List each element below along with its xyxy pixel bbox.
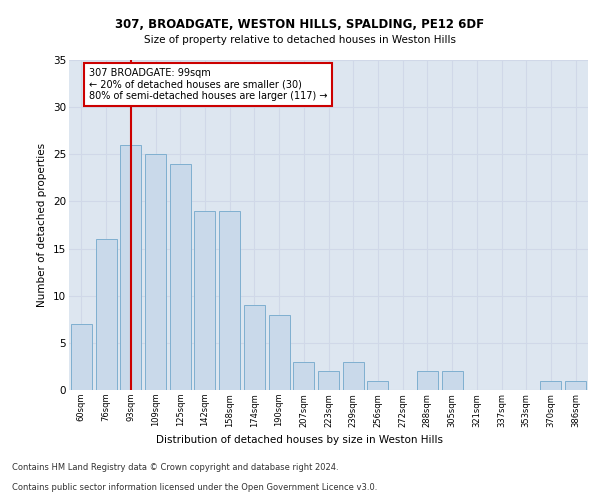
- Text: Distribution of detached houses by size in Weston Hills: Distribution of detached houses by size …: [157, 435, 443, 445]
- Text: Size of property relative to detached houses in Weston Hills: Size of property relative to detached ho…: [144, 35, 456, 45]
- Bar: [417, 371, 438, 390]
- Bar: [71, 324, 92, 390]
- Bar: [293, 362, 314, 390]
- Bar: [219, 211, 240, 390]
- Bar: [565, 380, 586, 390]
- Bar: [95, 239, 116, 390]
- Text: Contains public sector information licensed under the Open Government Licence v3: Contains public sector information licen…: [12, 484, 377, 492]
- Bar: [145, 154, 166, 390]
- Text: 307, BROADGATE, WESTON HILLS, SPALDING, PE12 6DF: 307, BROADGATE, WESTON HILLS, SPALDING, …: [115, 18, 485, 30]
- Bar: [442, 371, 463, 390]
- Bar: [120, 145, 141, 390]
- Bar: [194, 211, 215, 390]
- Y-axis label: Number of detached properties: Number of detached properties: [37, 143, 47, 307]
- Bar: [269, 314, 290, 390]
- Bar: [170, 164, 191, 390]
- Bar: [343, 362, 364, 390]
- Text: Contains HM Land Registry data © Crown copyright and database right 2024.: Contains HM Land Registry data © Crown c…: [12, 464, 338, 472]
- Bar: [244, 305, 265, 390]
- Bar: [541, 380, 562, 390]
- Text: 307 BROADGATE: 99sqm
← 20% of detached houses are smaller (30)
80% of semi-detac: 307 BROADGATE: 99sqm ← 20% of detached h…: [89, 68, 327, 100]
- Bar: [318, 371, 339, 390]
- Bar: [367, 380, 388, 390]
